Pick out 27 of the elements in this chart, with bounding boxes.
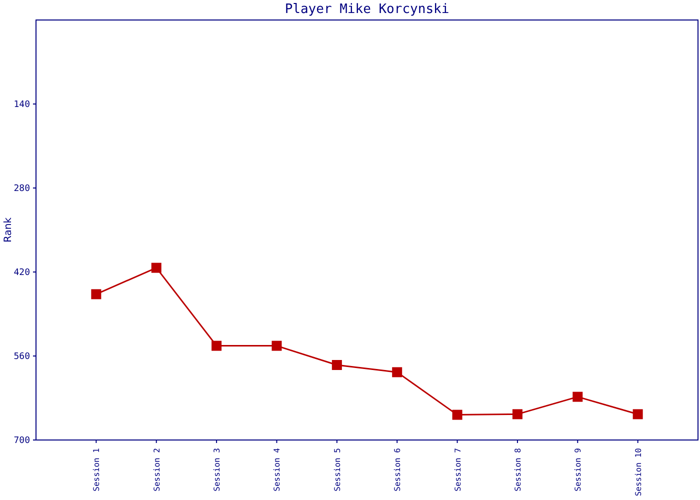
y-tick-label: 280 [14, 184, 30, 194]
y-tick-label: 420 [14, 268, 30, 278]
point [632, 409, 643, 420]
point [272, 340, 282, 351]
x-tick-label: Session 8 [513, 448, 522, 492]
point [512, 409, 522, 420]
x-tick-label: Session 3 [212, 448, 222, 492]
point [151, 262, 162, 273]
x-tick-label: Session 5 [332, 448, 342, 492]
chart-title: Player Mike Korcynski [284, 2, 450, 17]
point [332, 360, 342, 370]
y-tick-label: 560 [14, 352, 30, 362]
x-tick-label: Session 6 [393, 448, 402, 492]
point [91, 289, 102, 300]
point [572, 392, 583, 402]
y-tick-label: 140 [14, 100, 30, 110]
point [452, 410, 462, 420]
x-tick-label: Session 7 [453, 448, 462, 492]
x-tick-label: Session 2 [152, 448, 162, 492]
point [392, 367, 402, 378]
y-tick-label: 700 [14, 436, 30, 446]
x-tick-label: Session 4 [272, 448, 282, 492]
y-axis-title: Rank [3, 217, 14, 242]
x-tick-label: Session 9 [574, 448, 583, 492]
x-tick-label: Session 1 [92, 448, 102, 492]
point [212, 340, 222, 351]
x-tick-label: Session 10 [634, 448, 643, 496]
